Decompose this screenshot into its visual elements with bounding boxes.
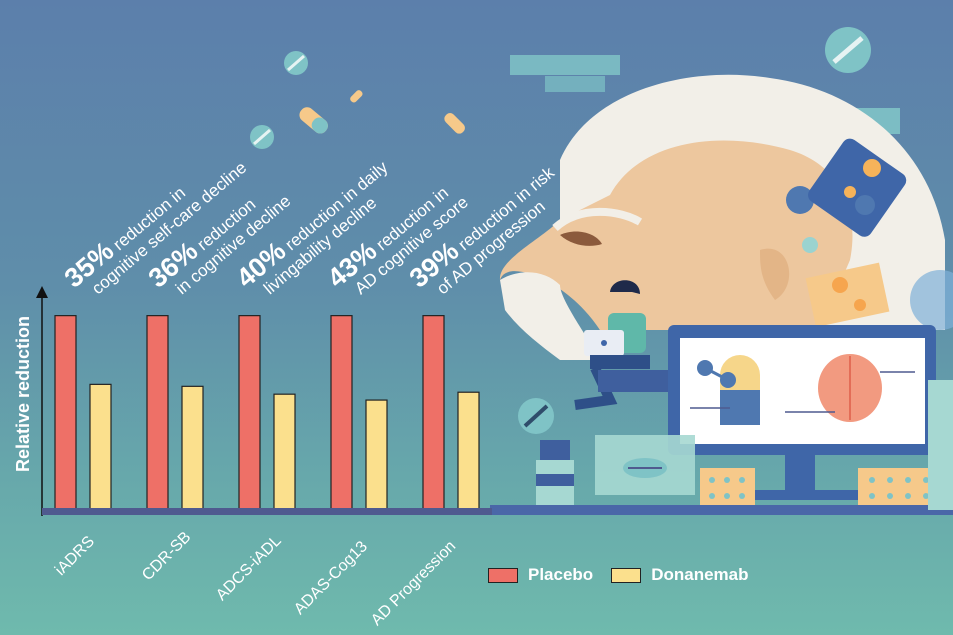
legend: Placebo Donanemab: [488, 565, 757, 585]
legend-swatch-placebo: [488, 567, 518, 583]
legend-label-donanemab: Donanemab: [651, 565, 749, 584]
x-axis: [42, 508, 492, 515]
bar-donanemab-3: [365, 399, 388, 513]
y-axis-label: Relative reduction: [13, 315, 33, 472]
monitor-illustration: [668, 325, 936, 500]
bar-placebo-4: [422, 315, 445, 513]
person-illustration: [574, 280, 670, 410]
legend-label-placebo: Placebo: [528, 565, 594, 584]
bar-donanemab-1: [181, 385, 204, 513]
pill-icon: [250, 27, 871, 434]
y-axis-arrow: [36, 286, 48, 298]
bar-placebo-2: [238, 315, 261, 513]
bar-donanemab-2: [273, 393, 296, 513]
elderly-head-illustration: [499, 74, 945, 360]
bar-donanemab-0: [89, 383, 112, 513]
legend-swatch-donanemab: [611, 567, 642, 583]
bar-placebo-3: [330, 315, 353, 513]
bar-placebo-0: [54, 315, 77, 513]
bar-placebo-1: [146, 315, 169, 513]
bar-donanemab-4: [457, 391, 480, 513]
